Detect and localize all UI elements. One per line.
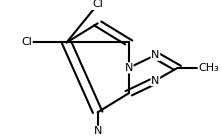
Text: Cl: Cl (21, 37, 32, 47)
Text: N: N (151, 75, 160, 85)
Text: N: N (93, 126, 102, 136)
Text: CH₃: CH₃ (198, 63, 219, 73)
Text: Cl: Cl (92, 0, 103, 9)
Text: N: N (151, 50, 160, 60)
Text: N: N (125, 63, 133, 73)
